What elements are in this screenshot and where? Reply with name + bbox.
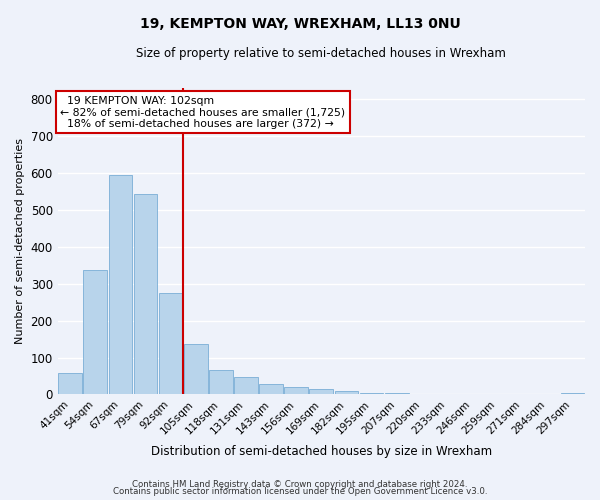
Y-axis label: Number of semi-detached properties: Number of semi-detached properties	[15, 138, 25, 344]
Bar	[359, 393, 383, 394]
Text: Contains public sector information licensed under the Open Government Licence v3: Contains public sector information licen…	[113, 487, 487, 496]
Bar	[109, 175, 133, 394]
Bar	[335, 391, 358, 394]
Bar	[58, 374, 82, 394]
Bar	[134, 194, 157, 394]
Text: Contains HM Land Registry data © Crown copyright and database right 2024.: Contains HM Land Registry data © Crown c…	[132, 480, 468, 489]
Bar	[159, 293, 182, 394]
Title: Size of property relative to semi-detached houses in Wrexham: Size of property relative to semi-detach…	[136, 48, 506, 60]
Bar	[184, 344, 208, 395]
Bar	[234, 378, 258, 394]
Bar	[284, 387, 308, 394]
X-axis label: Distribution of semi-detached houses by size in Wrexham: Distribution of semi-detached houses by …	[151, 444, 492, 458]
Text: 19, KEMPTON WAY, WREXHAM, LL13 0NU: 19, KEMPTON WAY, WREXHAM, LL13 0NU	[140, 18, 460, 32]
Bar	[209, 370, 233, 394]
Bar	[83, 270, 107, 394]
Text: 19 KEMPTON WAY: 102sqm
← 82% of semi-detached houses are smaller (1,725)
  18% o: 19 KEMPTON WAY: 102sqm ← 82% of semi-det…	[61, 96, 346, 129]
Bar	[259, 384, 283, 394]
Bar	[310, 389, 333, 394]
Bar	[560, 392, 584, 394]
